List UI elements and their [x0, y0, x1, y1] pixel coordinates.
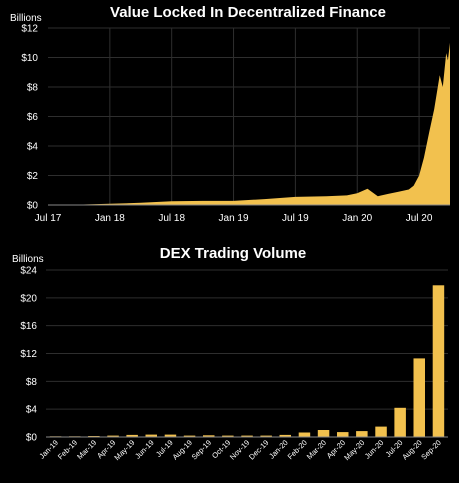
dex-y-tick-label: $0 [26, 433, 38, 444]
dex-bar [317, 430, 330, 437]
tvl-chart: Value Locked In Decentralized Finance Bi… [10, 4, 450, 224]
tvl-chart-title: Value Locked In Decentralized Finance [110, 4, 386, 21]
tvl-y-tick-label: $6 [27, 112, 39, 123]
tvl-x-tick-label: Jul 19 [282, 213, 309, 224]
dex-y-ticks: $0 $4 $8 $12 $16 $20 $24 [20, 266, 37, 444]
tvl-y-tick-label: $8 [27, 83, 39, 94]
dex-y-tick-label: $20 [20, 293, 37, 304]
dex-x-tick-label: Jun-20 [363, 438, 386, 461]
dex-x-tick-label: Jun-19 [133, 438, 156, 461]
dex-unit-label: Billions [12, 254, 44, 265]
dex-x-tick-label: Sep-19 [190, 438, 213, 461]
dex-x-tick-label: Mar-19 [75, 438, 98, 461]
dex-bar [145, 434, 157, 437]
tvl-unit-label: Billions [10, 13, 42, 24]
tvl-y-tick-label: $0 [27, 201, 39, 212]
dex-x-tick-label: Aug-20 [400, 438, 423, 461]
tvl-x-tick-label: Jul 17 [35, 213, 62, 224]
dex-bar [241, 435, 253, 437]
dex-bar [183, 435, 196, 437]
dex-x-tick-label: Jan-20 [267, 438, 290, 461]
dex-bar [337, 432, 349, 437]
tvl-gridlines [48, 27, 450, 205]
dex-chart: DEX Trading Volume Billions $0 $4 $8 $12 $16… [12, 245, 448, 462]
dex-y-tick-label: $16 [20, 321, 37, 332]
tvl-x-tick-label: Jul 20 [406, 213, 433, 224]
dex-x-tick-label: Nov-19 [228, 438, 251, 461]
dex-bar [260, 435, 272, 437]
dex-y-tick-label: $24 [20, 266, 37, 277]
tvl-y-tick-label: $2 [27, 171, 39, 182]
dex-x-tick-label: Dec-19 [247, 438, 270, 461]
dex-y-tick-label: $4 [26, 405, 38, 416]
tvl-y-tick-label: $12 [21, 24, 38, 35]
tvl-y-tick-label: $10 [21, 53, 38, 64]
dex-x-ticks: Jan-19Feb-19Mar-19Apr-19May-19Jun-19Jul-… [37, 438, 442, 462]
dex-x-tick-label: May-20 [342, 438, 366, 462]
dex-x-tick-label: Sep-20 [419, 438, 442, 461]
tvl-x-tick-label: Jan 20 [342, 213, 372, 224]
dex-bar [375, 426, 387, 437]
dex-x-tick-label: Mar-20 [305, 438, 328, 461]
dex-bar [279, 434, 291, 437]
tvl-y-tick-label: $4 [27, 142, 39, 153]
dex-y-tick-label: $8 [26, 377, 38, 388]
tvl-x-tick-label: Jul 18 [158, 213, 185, 224]
dex-bars [49, 285, 445, 437]
dex-x-tick-label: Jan-19 [37, 438, 60, 461]
dex-bar [222, 435, 234, 437]
dex-y-tick-label: $12 [20, 349, 37, 360]
dex-gridlines [46, 269, 448, 410]
dex-bar [432, 285, 445, 437]
dex-bar [394, 407, 406, 437]
dex-x-tick-label: Aug-19 [171, 438, 194, 461]
dex-bar [203, 435, 215, 437]
dex-x-tick-label: Feb-19 [56, 438, 79, 461]
dex-bar [164, 434, 177, 437]
dex-bar [107, 435, 119, 437]
tvl-x-tick-label: Jan 19 [219, 213, 249, 224]
tvl-area-series [48, 42, 450, 205]
tvl-y-ticks: $0 $2 $4 $6 $8 $10 $12 [21, 24, 38, 212]
dex-bar [298, 432, 311, 437]
dex-bar [356, 431, 368, 437]
dex-chart-title: DEX Trading Volume [160, 245, 306, 262]
dex-bar [126, 434, 138, 437]
dex-x-tick-label: May-19 [112, 438, 136, 462]
tvl-x-ticks: Jul 17 Jan 18 Jul 18 Jan 19 Jul 19 Jan 20 Jul … [35, 213, 433, 224]
dex-x-tick-label: Feb-20 [286, 438, 309, 461]
tvl-x-tick-label: Jan 18 [95, 213, 125, 224]
dex-bar [413, 358, 425, 437]
